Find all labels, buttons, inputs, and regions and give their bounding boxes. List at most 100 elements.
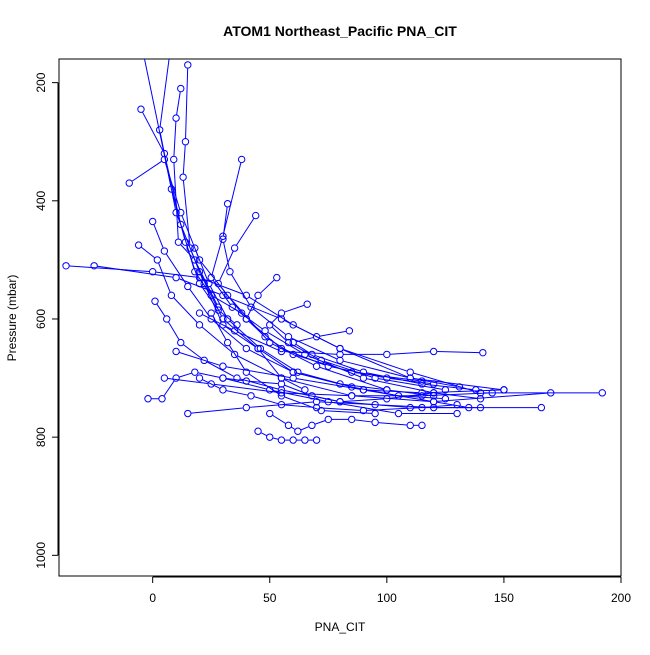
series-22 (184, 397, 485, 418)
data-point (429, 347, 438, 356)
series-line-segment (390, 392, 431, 399)
data-point (308, 392, 316, 400)
series-line-segment (210, 286, 227, 317)
series-line-segment (195, 262, 218, 305)
data-point (254, 427, 262, 435)
series-16 (242, 273, 426, 385)
data-point (547, 389, 555, 397)
data-point (207, 309, 215, 317)
series-13 (207, 155, 485, 403)
series-line-segment (165, 253, 187, 284)
series-line-segment (284, 384, 309, 395)
data-point (151, 297, 159, 305)
data-point (453, 400, 461, 409)
series-line-segment (425, 383, 473, 390)
data-point (184, 61, 192, 69)
data-point (223, 200, 232, 208)
series-line-segment (226, 378, 243, 382)
data-point (359, 406, 368, 415)
data-point (254, 344, 262, 353)
series-line-segment (378, 404, 431, 408)
data-point (181, 138, 190, 146)
data-point (289, 321, 297, 329)
series-line-segment (366, 389, 419, 394)
data-point (195, 256, 204, 264)
series-line-segment (378, 422, 407, 426)
series-line-segment (343, 360, 407, 378)
series-line-segment (343, 398, 384, 402)
data-point (336, 350, 344, 359)
plot-frame (58, 58, 622, 577)
series-line-segment (237, 331, 279, 351)
series-line-segment (390, 351, 431, 355)
data-point (453, 409, 461, 418)
data-point (214, 306, 222, 314)
x-tick-label: 150 (494, 591, 514, 605)
data-point (348, 392, 356, 400)
series-line-segment (229, 320, 259, 347)
x-tick-label: 0 (149, 591, 156, 605)
y-tick-label: 1000 (34, 542, 48, 569)
series-line-segment (167, 378, 208, 385)
data-point (230, 244, 239, 252)
series-line-segment (355, 387, 396, 396)
data-point (167, 185, 176, 193)
x-tick-label: 200 (611, 591, 631, 605)
data-point (205, 279, 213, 288)
data-point (184, 282, 192, 291)
data-point (195, 321, 204, 329)
data-point (172, 374, 180, 382)
data-point (394, 409, 403, 418)
series-line-segment (315, 420, 326, 425)
series-line-segment (142, 112, 164, 151)
data-point (500, 386, 508, 394)
series-line-segment (284, 404, 314, 408)
data-point (172, 347, 180, 356)
series-line-segment (159, 59, 170, 127)
data-point (294, 427, 302, 435)
series-line-segment (212, 280, 231, 305)
data-point (191, 368, 199, 376)
series-line-segment (234, 308, 263, 330)
series-line-segment (271, 326, 287, 341)
x-axis: 0 50 100 150 200 (149, 576, 631, 605)
series-line-segment (437, 351, 480, 354)
data-point (177, 338, 185, 347)
data-point (308, 350, 316, 359)
series-line-segment (229, 345, 245, 370)
data-point (383, 395, 391, 403)
data-point (348, 368, 356, 376)
data-point (289, 338, 297, 347)
series-layer (62, 59, 606, 444)
series-line-segment (263, 349, 296, 371)
series-line-segment (236, 218, 255, 246)
series-line-segment (164, 162, 181, 210)
data-point (476, 395, 485, 403)
series-line-segment (220, 311, 235, 324)
series-line-segment (202, 379, 221, 389)
data-point (160, 155, 169, 164)
data-point (219, 386, 227, 394)
data-point (277, 309, 286, 317)
x-tick-label: 50 (263, 591, 277, 605)
series-line-segment (247, 298, 257, 317)
series-19 (195, 309, 487, 359)
data-point (277, 380, 286, 388)
data-point (488, 389, 496, 397)
series-line-segment (237, 355, 279, 377)
data-point (242, 377, 251, 385)
data-point (125, 179, 133, 187)
series-line-segment (195, 251, 209, 281)
data-point (177, 208, 185, 217)
data-point (223, 315, 232, 323)
y-axis: 200 400 600 800 1000 (34, 72, 59, 569)
series-20 (172, 347, 508, 397)
data-point (219, 321, 227, 329)
data-point (191, 256, 199, 264)
series-line-segment (296, 337, 314, 343)
data-point (158, 395, 166, 403)
data-point (289, 374, 297, 382)
data-point (148, 268, 157, 276)
data-point (394, 392, 403, 400)
